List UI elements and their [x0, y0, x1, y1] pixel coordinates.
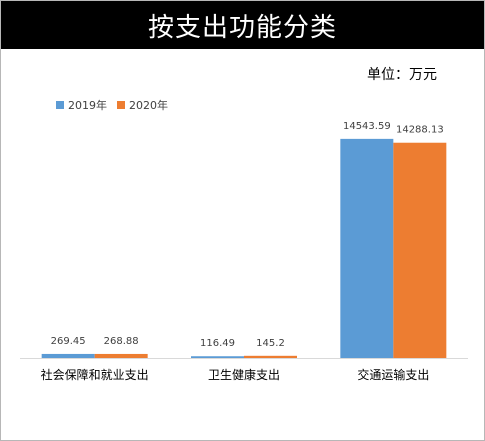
bar-2019-2 — [340, 138, 394, 358]
data-label-2020-1: 145.2 — [256, 338, 285, 349]
category-label-2: 交通运输支出 — [357, 367, 429, 382]
unit-label: 单位：万元 — [367, 67, 437, 83]
chart-title: 按支出功能分类 — [1, 1, 484, 49]
category-label-0: 社会保障和就业支出 — [41, 367, 149, 382]
data-label-2019-1: 116.49 — [200, 338, 235, 349]
data-label-2020-0: 268.88 — [104, 336, 139, 347]
data-label-2020-2: 14288.13 — [396, 125, 444, 136]
legend-item-2020: 2020年 — [117, 97, 168, 113]
bar-2020-2 — [393, 142, 447, 358]
legend-item-2019: 2019年 — [56, 97, 107, 113]
legend-label-2020: 2020年 — [129, 99, 168, 112]
bar-2019-0 — [41, 353, 95, 358]
legend-swatch-2020 — [117, 101, 125, 109]
data-label-2019-0: 269.45 — [51, 336, 86, 347]
bar-2020-0 — [94, 353, 148, 358]
bar-2019-1 — [191, 356, 244, 358]
data-label-2019-2: 14543.59 — [343, 121, 391, 132]
category-label-1: 卫生健康支出 — [208, 367, 280, 382]
legend: 2019年 2020年 — [56, 98, 178, 112]
legend-swatch-2019 — [56, 101, 64, 109]
legend-label-2019: 2019年 — [68, 99, 107, 112]
bar-2020-1 — [244, 355, 297, 358]
